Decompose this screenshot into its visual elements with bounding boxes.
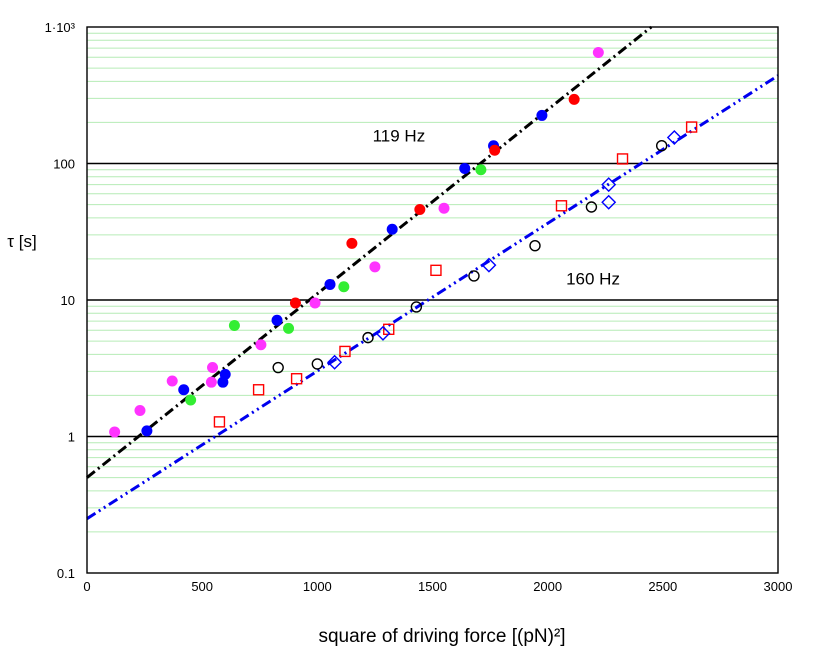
data-point [324,278,336,290]
y-tick-label: 100 [53,157,75,172]
data-point [207,362,219,374]
fit-line-160hz [86,74,779,520]
plot-frame [86,26,779,574]
x-tick-label: 1500 [418,579,447,594]
data-point [536,109,548,121]
data-point [327,354,343,370]
data-point [459,162,471,174]
data-point [228,320,240,332]
x-tick-label: 1000 [303,579,332,594]
minor-grid [87,32,778,533]
data-point [255,339,267,351]
plot-border [86,26,779,574]
data-points [109,47,698,438]
x-tick-labels: 0 500 1000 1500 2000 2500 3000 [83,579,792,594]
data-point [529,239,541,252]
data-point [271,314,283,326]
x-tick-label: 2500 [648,579,677,594]
data-point [290,373,303,385]
y-axis-label: τ [s] [7,232,36,251]
data-point [309,297,321,309]
data-point [141,425,153,437]
data-point [252,384,265,396]
data-point [369,261,381,273]
data-point [481,257,497,273]
fit-lines [86,25,779,520]
fit-line-119hz [86,25,653,479]
data-point [468,270,480,282]
data-point [311,358,324,370]
data-point [685,121,698,133]
data-point [585,201,598,213]
data-point [438,202,450,214]
y-tick-label: 0.1 [57,566,75,581]
data-point [109,426,121,438]
data-point [283,322,295,334]
x-tick-label: 3000 [764,579,793,594]
x-axis-label: square of driving force [(pN)²] [318,626,565,647]
frequency-label: 160 Hz [566,269,620,288]
data-point [346,237,358,249]
major-grid [87,162,778,438]
data-point [666,130,682,146]
data-point [219,368,231,380]
x-tick-label: 500 [191,579,213,594]
x-tick-label: 2000 [533,579,562,594]
y-tick-label: 1·10³ [45,20,76,35]
data-point [339,345,351,358]
data-point [592,47,604,59]
data-point [272,361,284,374]
data-point [362,331,374,344]
data-point [386,223,398,235]
frequency-label: 119 Hz [373,126,426,145]
annotations: 119 Hz 160 Hz [373,126,620,288]
data-point [289,297,301,309]
data-point [205,376,217,388]
data-point [414,204,426,216]
data-point [555,200,568,212]
data-point [134,405,146,417]
data-point [338,281,350,293]
data-point [616,153,629,165]
data-point [430,264,442,277]
data-point [185,394,197,406]
y-tick-labels: 0.1 1 10 100 1·10³ [45,20,76,581]
y-tick-label: 10 [61,293,75,308]
data-point [475,164,487,176]
x-tick-label: 0 [83,579,90,594]
data-point [655,140,668,152]
data-point [601,194,617,210]
data-point [213,416,226,428]
data-point [601,177,617,193]
data-point [166,375,178,387]
data-point [489,144,501,156]
data-point [568,93,580,105]
y-tick-label: 1 [68,430,75,445]
data-point [178,384,190,396]
data-point [410,301,423,313]
data-point [375,325,391,341]
